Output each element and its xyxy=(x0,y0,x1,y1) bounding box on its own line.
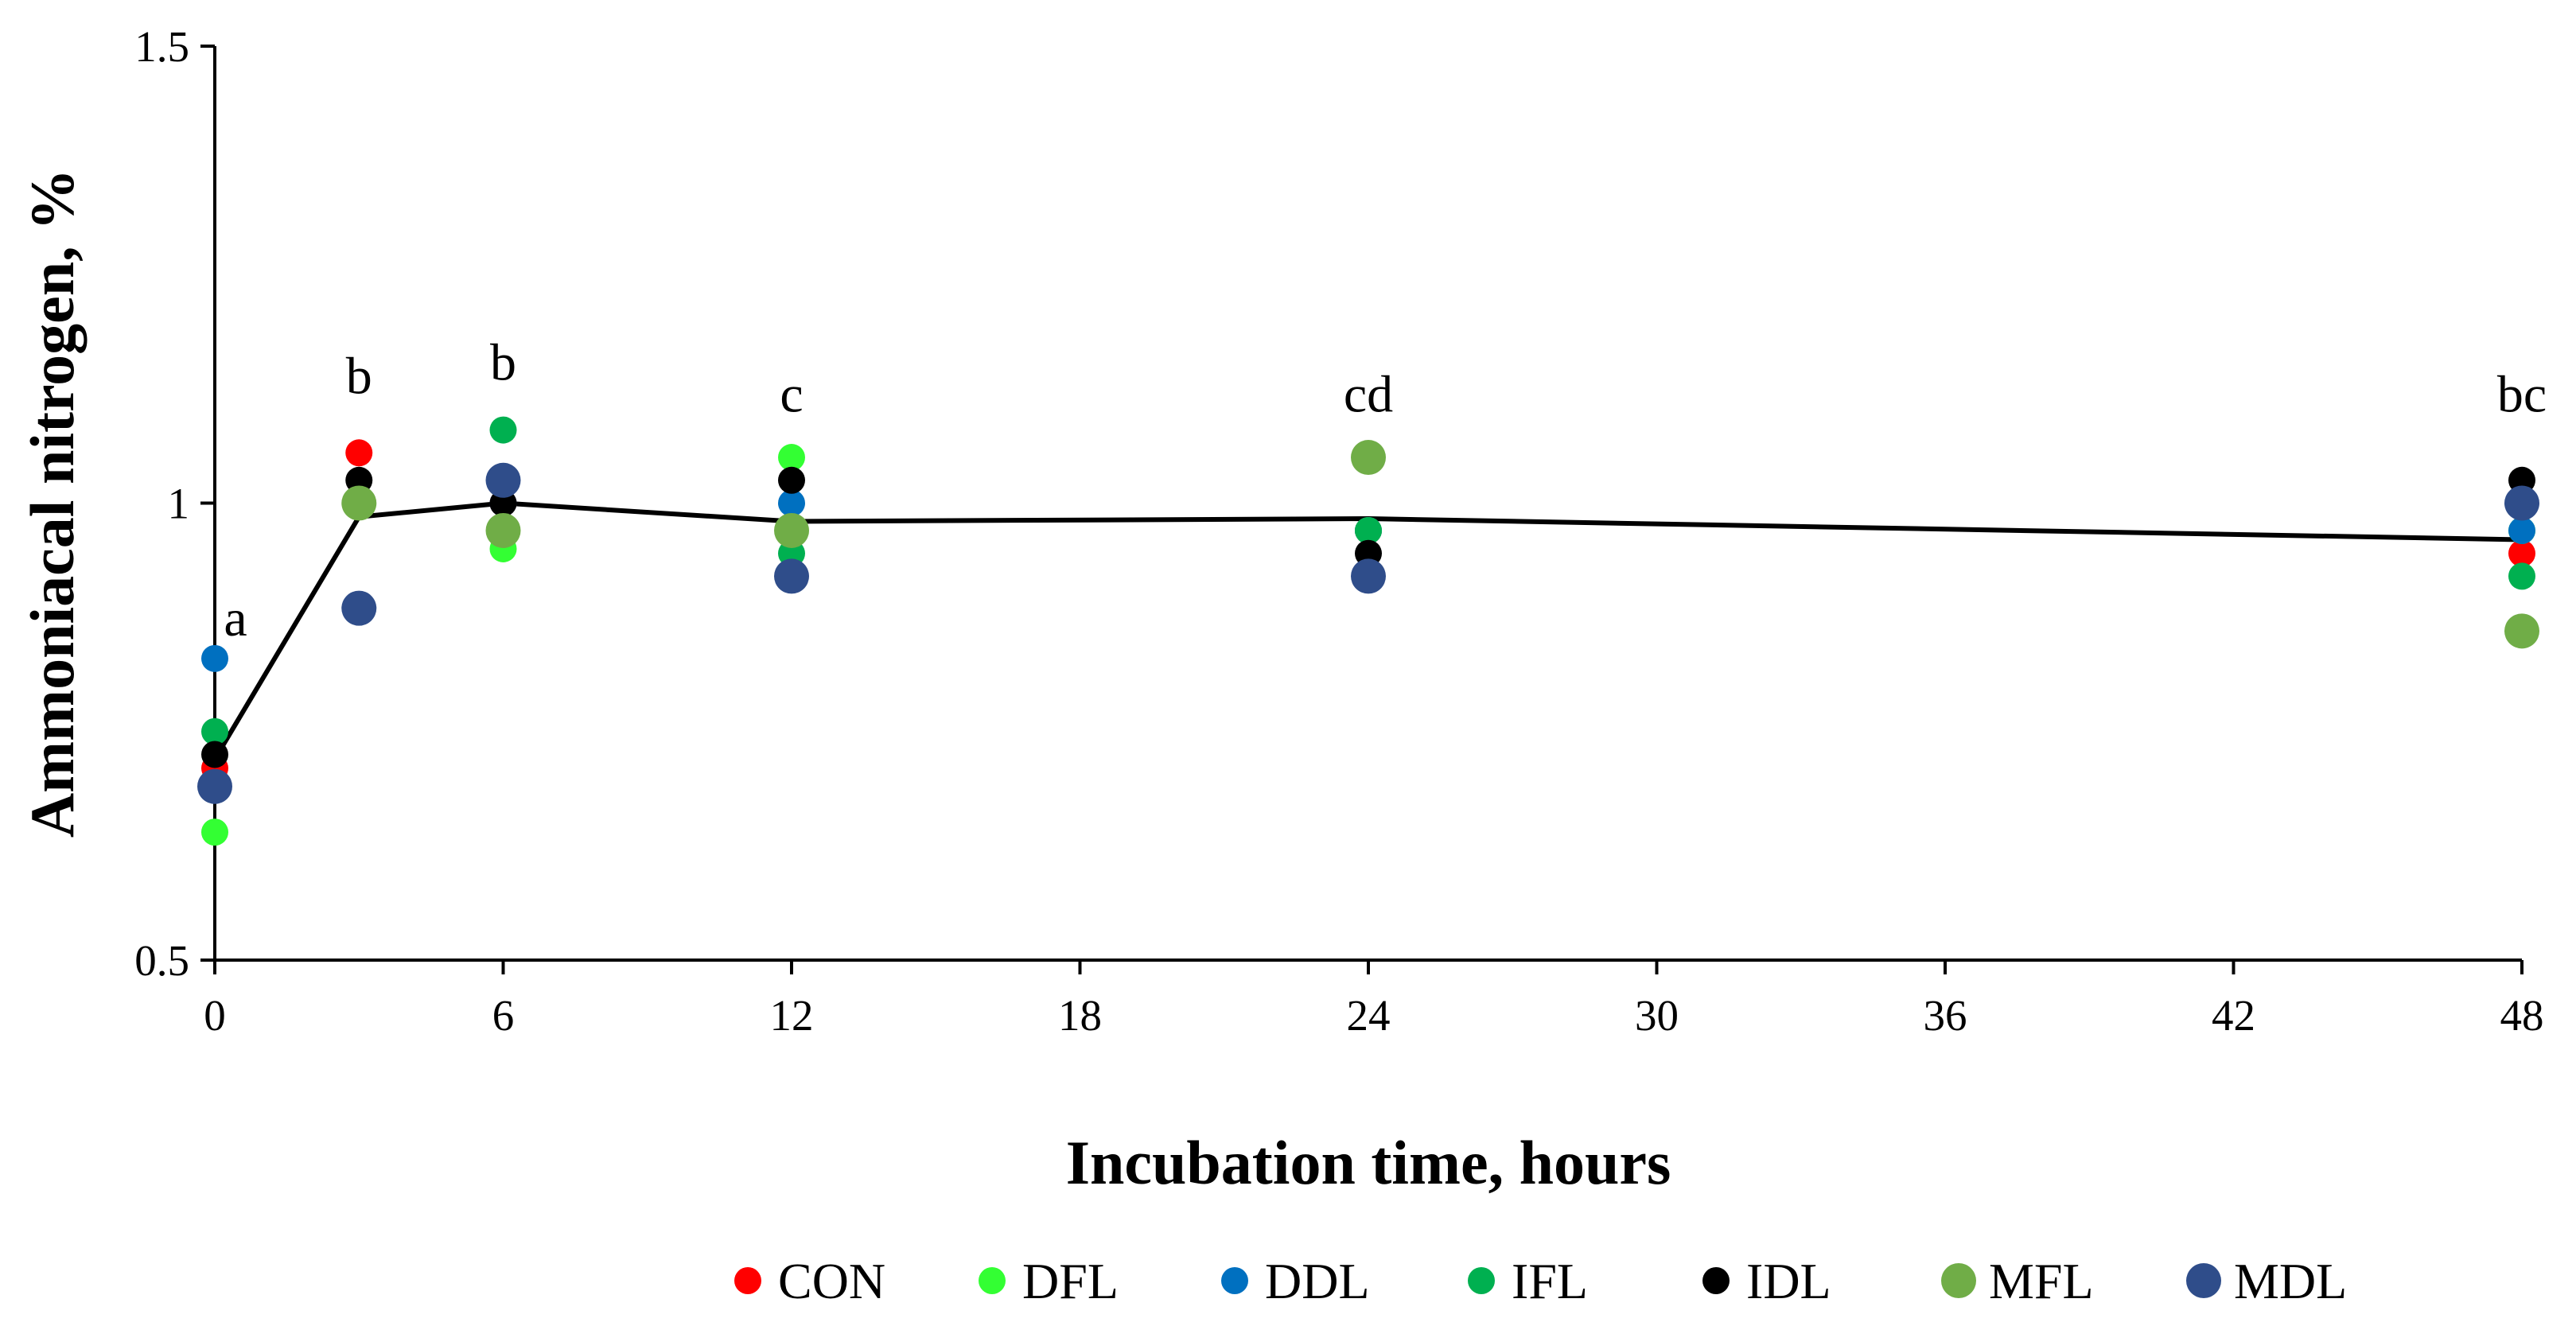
y-tick-label: 1.5 xyxy=(134,22,189,71)
legend-item-ifl: IFL xyxy=(1468,1253,1588,1309)
legend-marker xyxy=(2186,1263,2221,1298)
x-tick-label: 24 xyxy=(1347,991,1391,1040)
legend-label: CON xyxy=(778,1253,885,1309)
x-tick-label: 42 xyxy=(2212,991,2255,1040)
legend-item-dfl: DFL xyxy=(979,1253,1119,1309)
y-axis-title: Ammoniacal nitrogen, % xyxy=(18,169,87,838)
x-tick-label: 48 xyxy=(2500,991,2544,1040)
y-ticks: 0.5 1 1.5 xyxy=(134,22,215,985)
data-point-ifl xyxy=(1355,516,1382,544)
data-point-mdl xyxy=(2504,485,2539,521)
legend: CON DFL DDL IFL IDL MFL MDL xyxy=(734,1253,2347,1309)
x-tick-label: 36 xyxy=(1924,991,1967,1040)
legend-marker xyxy=(1941,1263,1976,1298)
data-point-mdl xyxy=(485,462,521,498)
legend-label: DFL xyxy=(1022,1253,1119,1309)
legend-item-idl: IDL xyxy=(1702,1253,1831,1309)
annotation-label: bc xyxy=(2497,366,2547,424)
data-point-idl xyxy=(778,466,805,494)
data-points xyxy=(197,416,2539,846)
data-point-idl xyxy=(201,741,228,768)
plot-area: 0.511.5 0 6 12 18 24 30 36 42 48 ab bc cd bc xyxy=(134,22,2547,1040)
data-point-ifl xyxy=(489,416,517,444)
legend-item-mdl: MDL xyxy=(2186,1253,2347,1309)
y-tick-label: 1 xyxy=(168,480,190,528)
annotation-label: c xyxy=(780,366,803,424)
legend-marker xyxy=(1221,1267,1248,1294)
data-point-mdl xyxy=(774,558,809,594)
annotation-label: b xyxy=(490,333,516,391)
legend-item-ddl: DDL xyxy=(1221,1253,1370,1309)
legend-marker xyxy=(979,1267,1006,1294)
legend-item-con: CON xyxy=(734,1253,885,1309)
data-point-mfl xyxy=(485,512,521,548)
x-axis-title: Incubation time, hours xyxy=(1066,1128,1671,1197)
legend-label: IFL xyxy=(1512,1253,1588,1309)
data-point-mfl xyxy=(341,485,377,521)
annotation-label: cd xyxy=(1344,366,1393,424)
data-point-mfl xyxy=(774,512,809,548)
data-point-ddl xyxy=(201,644,228,672)
legend-marker xyxy=(734,1267,761,1294)
significance-annotations: ab bc cd bc xyxy=(224,333,2547,647)
x-tick-label: 30 xyxy=(1635,991,1679,1040)
annotation-label: a xyxy=(224,589,247,647)
x-tick-label: 12 xyxy=(770,991,814,1040)
data-point-mdl xyxy=(197,768,232,804)
legend-label: IDL xyxy=(1746,1253,1831,1309)
legend-label: DDL xyxy=(1265,1253,1370,1309)
data-point-con xyxy=(345,439,373,467)
data-point-con xyxy=(2508,539,2535,567)
y-tick-label: 0.5 xyxy=(134,936,189,985)
annotation-label: b xyxy=(346,348,372,406)
data-point-mdl xyxy=(1351,558,1386,594)
data-point-mdl xyxy=(341,590,377,626)
data-point-dfl xyxy=(201,819,228,846)
data-point-dfl xyxy=(778,444,805,472)
legend-label: MDL xyxy=(2234,1253,2347,1309)
mean-line xyxy=(212,500,2523,760)
x-tick-label: 18 xyxy=(1058,991,1102,1040)
legend-label: MFL xyxy=(1989,1253,2094,1309)
data-point-ddl xyxy=(778,489,805,517)
legend-item-mfl: MFL xyxy=(1941,1253,2094,1309)
legend-marker xyxy=(1468,1267,1495,1294)
x-tick-label: 0 xyxy=(204,991,226,1040)
data-point-ifl xyxy=(201,717,228,745)
data-point-mfl xyxy=(1351,440,1386,476)
data-point-ifl xyxy=(2508,562,2535,590)
x-ticks: 0 6 12 18 24 30 36 42 48 xyxy=(204,960,2544,1040)
x-tick-label: 6 xyxy=(492,991,515,1040)
data-point-mfl xyxy=(2504,613,2539,649)
legend-marker xyxy=(1702,1267,1730,1294)
data-point-ddl xyxy=(2508,516,2535,544)
